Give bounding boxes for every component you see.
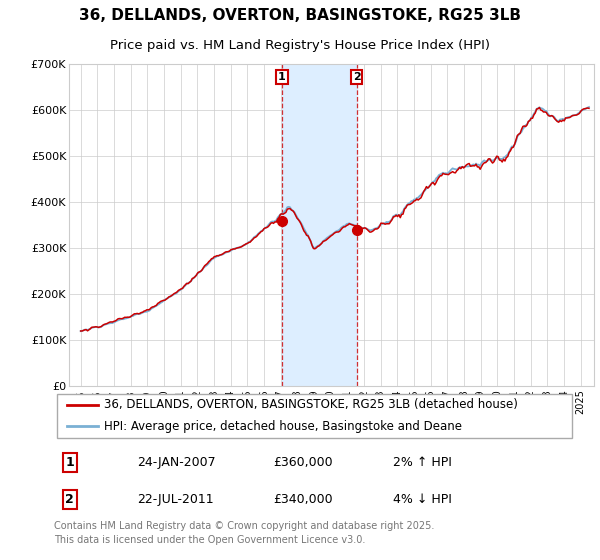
Text: 2: 2 [65, 493, 74, 506]
Text: HPI: Average price, detached house, Basingstoke and Deane: HPI: Average price, detached house, Basi… [104, 420, 461, 433]
FancyBboxPatch shape [56, 394, 572, 438]
Bar [282, 64, 356, 386]
Text: 1: 1 [65, 456, 74, 469]
Text: 2% ↑ HPI: 2% ↑ HPI [394, 456, 452, 469]
Text: 24-JAN-2007: 24-JAN-2007 [137, 456, 216, 469]
Text: 2: 2 [353, 72, 361, 82]
Text: Price paid vs. HM Land Registry's House Price Index (HPI): Price paid vs. HM Land Registry's House … [110, 39, 490, 52]
Text: 36, DELLANDS, OVERTON, BASINGSTOKE, RG25 3LB: 36, DELLANDS, OVERTON, BASINGSTOKE, RG25… [79, 8, 521, 24]
Text: 4% ↓ HPI: 4% ↓ HPI [394, 493, 452, 506]
Text: £360,000: £360,000 [273, 456, 333, 469]
Text: 36, DELLANDS, OVERTON, BASINGSTOKE, RG25 3LB (detached house): 36, DELLANDS, OVERTON, BASINGSTOKE, RG25… [104, 398, 517, 412]
Text: 1: 1 [278, 72, 286, 82]
Text: Contains HM Land Registry data © Crown copyright and database right 2025.
This d: Contains HM Land Registry data © Crown c… [54, 521, 434, 545]
Text: £340,000: £340,000 [273, 493, 333, 506]
Text: 22-JUL-2011: 22-JUL-2011 [137, 493, 214, 506]
